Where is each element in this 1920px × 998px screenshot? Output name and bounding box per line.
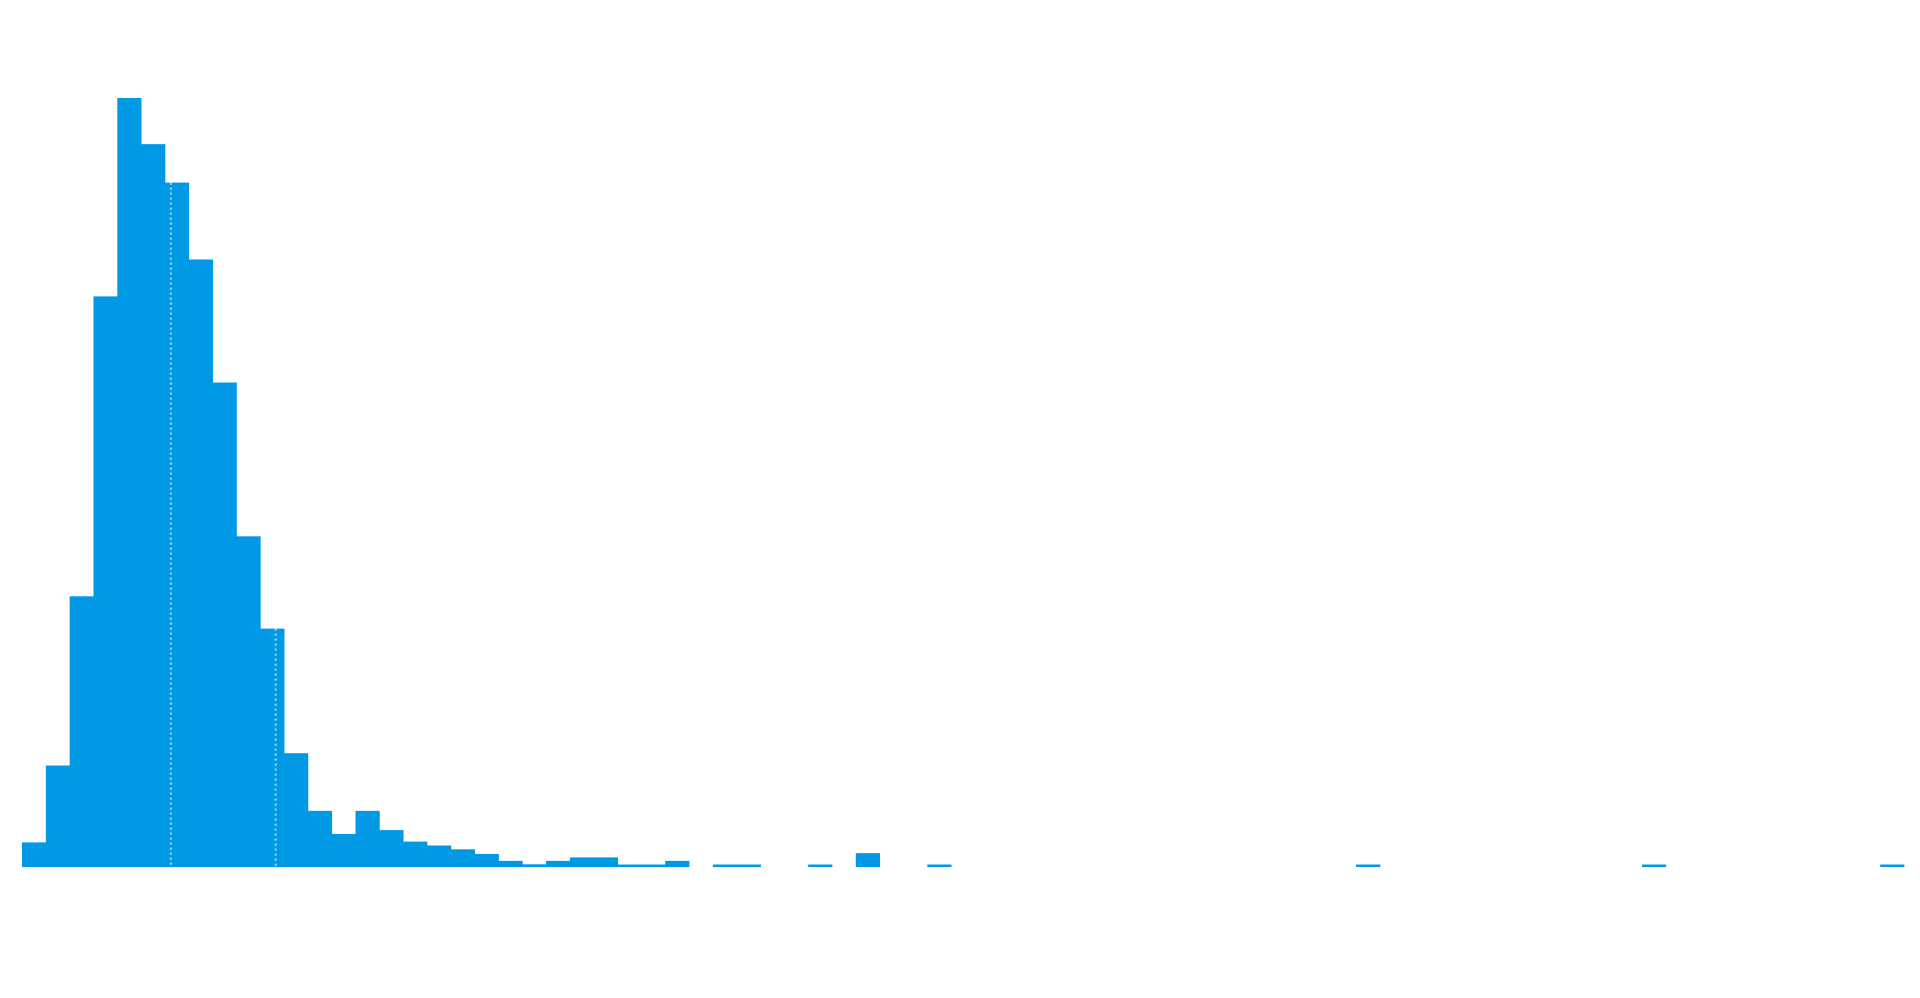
histogram-bar	[403, 841, 428, 867]
histogram-bar	[93, 296, 118, 867]
histogram-bar	[665, 860, 690, 867]
histogram-bar	[808, 864, 833, 867]
histogram-bar	[736, 864, 761, 867]
histogram-bar	[450, 849, 476, 867]
histogram-bar	[379, 830, 404, 867]
marker-lines	[169, 182, 277, 867]
histogram-bar	[498, 860, 523, 867]
histogram-bar	[22, 842, 47, 867]
histogram-bar	[641, 864, 666, 867]
histogram-bar	[1880, 864, 1905, 867]
histogram-bar	[927, 864, 952, 867]
histogram-bar	[1641, 864, 1667, 867]
histogram-bar	[1356, 864, 1381, 867]
histogram-bar	[474, 853, 499, 867]
histogram-bar	[331, 833, 356, 867]
histogram-bar	[164, 182, 190, 868]
histogram-bar	[212, 382, 237, 867]
histogram-bar	[426, 845, 452, 867]
histogram-bar	[188, 259, 213, 867]
histogram-bar	[593, 857, 618, 867]
histogram-bar	[307, 810, 333, 867]
histogram-bar	[712, 864, 738, 867]
histogram-bar	[617, 864, 642, 867]
histogram-bar	[284, 753, 309, 867]
histogram-bar	[141, 144, 166, 867]
histogram-bar	[355, 810, 380, 867]
histogram-bar	[236, 536, 261, 867]
histogram-bar	[117, 98, 142, 867]
histogram-bar	[546, 860, 571, 867]
histogram-bar	[569, 857, 595, 867]
histogram-bar	[855, 853, 881, 867]
histogram-bar	[522, 864, 547, 867]
histogram-bar	[69, 596, 94, 867]
histogram-bars	[22, 98, 1905, 868]
histogram-bar	[260, 628, 285, 867]
histogram-bar	[45, 765, 71, 867]
